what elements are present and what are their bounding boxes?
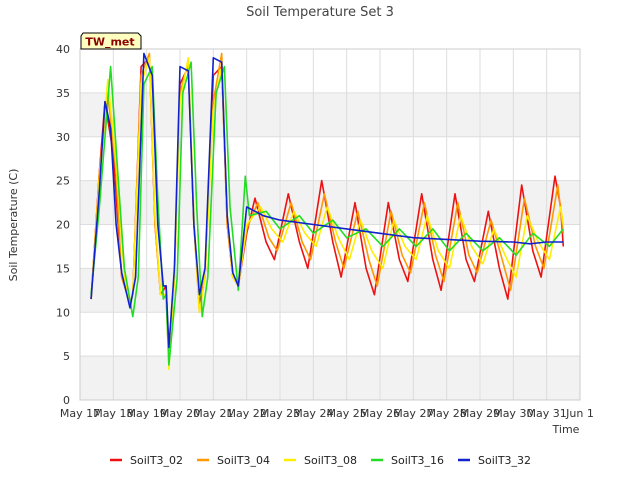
legend-label: SoilT3_04 (217, 454, 270, 467)
y-axis-label: Soil Temperature (C) (7, 169, 20, 282)
site-badge: TW_met (80, 32, 142, 50)
x-tick-label: May 27 (393, 407, 433, 420)
y-tick-label: 10 (56, 306, 70, 319)
legend-item: SoilT3_16 (371, 454, 444, 467)
legend-label: SoilT3_16 (391, 454, 444, 467)
x-tick-label: May 28 (427, 407, 467, 420)
series-line-soilt3_32 (90, 52, 564, 349)
y-tick-label: 25 (56, 175, 70, 188)
series-lines (90, 52, 565, 371)
x-tick-label: May 24 (293, 407, 333, 420)
x-tick-label: May 20 (160, 407, 200, 420)
plot-frame (79, 48, 581, 401)
y-tick-label: 5 (63, 350, 70, 363)
legend-label: SoilT3_32 (478, 454, 531, 467)
legend-label: SoilT3_08 (304, 454, 357, 467)
x-tick-label: Jun 1 (565, 407, 594, 420)
x-tick-label: May 19 (127, 407, 167, 420)
legend: SoilT3_02 SoilT3_04 SoilT3_08 SoilT3_16 Soil… (110, 454, 531, 467)
x-axis-label: Time (552, 423, 580, 436)
x-tick-label: May 17 (60, 407, 100, 420)
legend-label: SoilT3_02 (130, 454, 183, 467)
x-tick-label: May 31 (527, 407, 567, 420)
y-tick-label: 20 (56, 219, 70, 232)
legend-item: SoilT3_08 (284, 454, 357, 467)
x-tick-label: May 26 (360, 407, 400, 420)
x-tick-label: May 30 (493, 407, 533, 420)
x-tick-label: May 18 (93, 407, 133, 420)
y-tick-label: 15 (56, 262, 70, 275)
x-tick-label: May 23 (260, 407, 300, 420)
plot-band (80, 356, 580, 400)
y-tick-label: 30 (56, 131, 70, 144)
x-tick-label: May 25 (327, 407, 367, 420)
y-tick-label: 0 (63, 394, 70, 407)
y-tick-label: 35 (56, 87, 70, 100)
y-tick-label: 40 (56, 43, 70, 56)
legend-item: SoilT3_02 (110, 454, 183, 467)
series-line-soilt3_16 (90, 61, 564, 366)
legend-item: SoilT3_32 (458, 454, 531, 467)
x-tick-label: May 29 (460, 407, 500, 420)
y-axis-ticks: 0 5 10 15 20 25 30 35 40 (56, 43, 70, 407)
x-tick-label: May 22 (227, 407, 267, 420)
x-tick-label: May 21 (193, 407, 233, 420)
series-line-soilt3_08 (90, 57, 565, 371)
chart-title: Soil Temperature Set 3 (246, 5, 394, 20)
legend-item: SoilT3_04 (197, 454, 270, 467)
plot-band (80, 92, 580, 137)
site-badge-label: TW_met (85, 36, 134, 49)
